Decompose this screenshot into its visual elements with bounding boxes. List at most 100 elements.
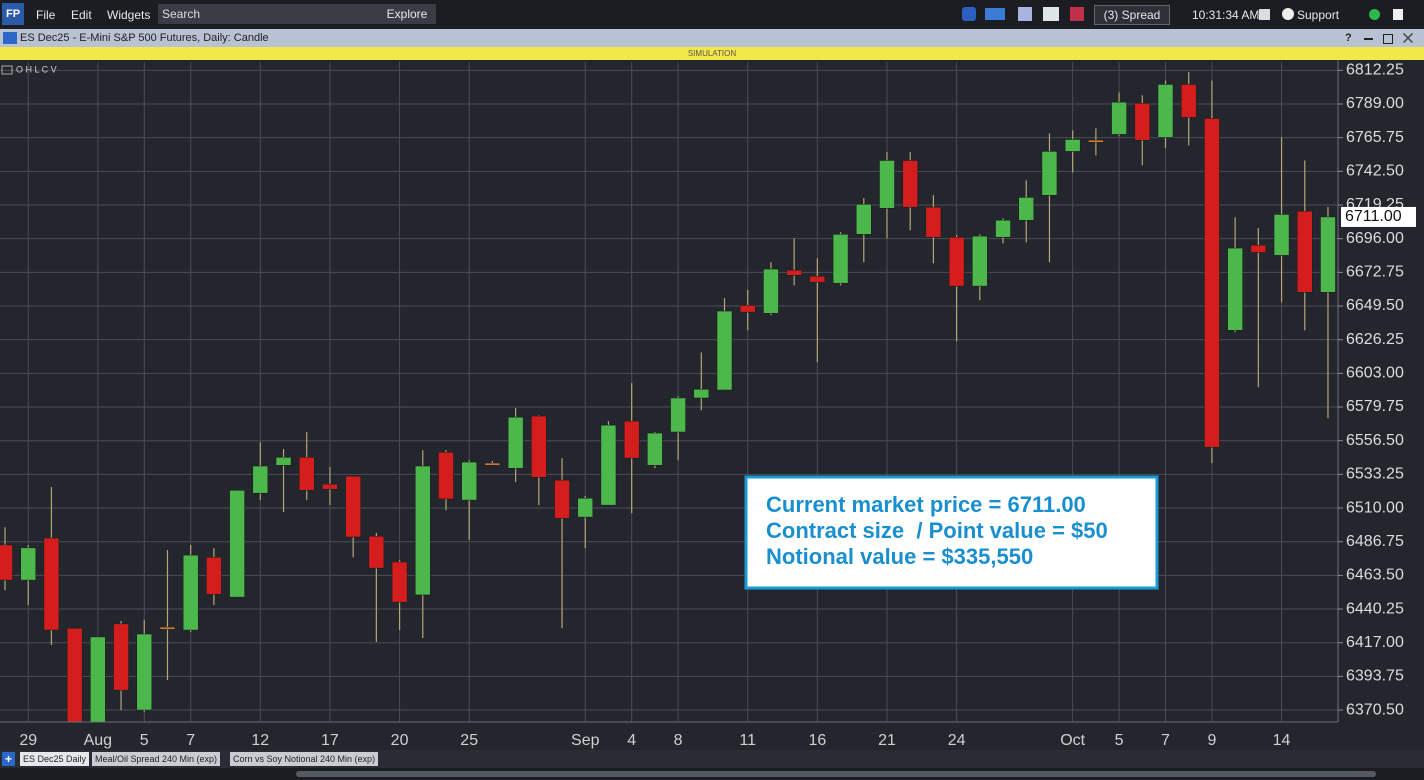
candle-body	[484, 462, 501, 466]
candle-body	[739, 305, 756, 313]
y-tick-label: 6440.25	[1346, 600, 1404, 617]
x-tick-label: 11	[739, 732, 756, 749]
annotation-box	[744, 475, 1159, 590]
candle-body	[90, 636, 106, 722]
toolbar-icon[interactable]	[1018, 7, 1032, 21]
scrollbar-thumb[interactable]	[296, 771, 1376, 777]
x-tick-label: Oct	[1060, 732, 1085, 749]
candles	[0, 72, 1336, 722]
y-tick-label: 6486.75	[1346, 533, 1404, 550]
candle-body	[786, 269, 802, 276]
spread-dropdown[interactable]: (3) Spread	[1094, 5, 1170, 25]
lock-icon[interactable]	[1393, 9, 1403, 20]
candle-body	[600, 424, 617, 506]
chart-icon	[3, 32, 17, 44]
candle-body	[322, 483, 338, 490]
explore-button[interactable]: Explore	[378, 4, 436, 24]
y-tick-label: 6463.50	[1346, 567, 1404, 584]
candle-body	[1227, 247, 1243, 331]
x-tick-label: 9	[1207, 732, 1216, 749]
candle-body	[275, 457, 292, 466]
x-tick-label: 20	[391, 732, 409, 749]
help-icon[interactable]	[1282, 8, 1294, 20]
y-tick-label: 6696.00	[1346, 230, 1404, 247]
annotation-line: Notional value = $335,550	[766, 544, 1033, 569]
candle-body	[972, 235, 988, 287]
candle-body	[1064, 139, 1081, 152]
candle-body	[763, 268, 779, 314]
candle-body	[1088, 139, 1104, 143]
candle-body	[577, 498, 594, 518]
y-tick-label: 6742.50	[1346, 163, 1404, 180]
candle-body	[647, 432, 663, 466]
app-logo[interactable]: FP	[2, 3, 24, 25]
toolbar-icon[interactable]	[962, 7, 976, 21]
candle-body	[1250, 244, 1267, 253]
x-tick-label: 21	[878, 732, 896, 749]
candle-body	[716, 310, 733, 391]
plot-background	[0, 60, 1424, 750]
x-tick-label: Aug	[84, 732, 112, 749]
candle-body	[461, 461, 477, 501]
candle-body	[0, 544, 13, 581]
menu-icon[interactable]	[1, 65, 13, 75]
candle-body	[298, 457, 315, 491]
toolbar-icon[interactable]	[985, 8, 1005, 20]
candle-body	[693, 389, 710, 399]
tab[interactable]: Corn vs Soy Notional 240 Min (exp)	[230, 752, 379, 766]
candle-body	[554, 479, 570, 519]
minimize-button[interactable]	[1364, 38, 1373, 40]
candle-body	[995, 219, 1011, 238]
y-tick-label: 6556.50	[1346, 432, 1404, 449]
toolbar-icon[interactable]	[1043, 7, 1059, 21]
toolbar-icon[interactable]	[1070, 7, 1084, 21]
y-tick-label: 6510.00	[1346, 499, 1404, 516]
annotation-line: Current market price = 6711.00	[766, 492, 1086, 517]
candle-body	[856, 204, 872, 235]
candle-body	[252, 465, 269, 494]
y-tick-label: 6370.50	[1346, 701, 1404, 718]
x-tick-label: 7	[1161, 732, 1170, 749]
x-tick-label: 5	[140, 732, 149, 749]
help-button[interactable]: ?	[1345, 32, 1352, 44]
menu-item[interactable]: Edit	[71, 8, 92, 22]
candle-body	[159, 626, 176, 630]
candle-body	[1320, 216, 1336, 293]
y-tick-label: 6393.75	[1346, 668, 1404, 685]
tab[interactable]: Meal/Oil Spread 240 Min (exp)	[92, 752, 221, 766]
candle-body	[438, 452, 454, 500]
tab[interactable]: ES Dec25 Daily	[20, 752, 90, 766]
window-title: ES Dec25 - E-Mini S&P 500 Futures, Daily…	[20, 32, 269, 44]
add-tab-button[interactable]: +	[2, 752, 16, 766]
save-icon[interactable]	[1259, 9, 1270, 20]
menu-item[interactable]: Widgets	[107, 8, 151, 22]
candle-body	[206, 557, 222, 595]
candle-body	[182, 554, 199, 631]
y-tick-label: 6417.00	[1346, 634, 1404, 651]
candle-body	[1018, 197, 1034, 221]
candle-body	[531, 415, 547, 478]
chart: 6812.256789.006765.756742.506719.256696.…	[0, 60, 1424, 750]
close-button[interactable]	[1403, 33, 1413, 43]
clock: 10:31:34 AM	[1192, 8, 1260, 22]
y-tick-label: 6603.00	[1346, 365, 1404, 382]
candle-body	[43, 537, 60, 631]
menu-item[interactable]: File	[36, 8, 56, 22]
candle-body	[902, 160, 918, 208]
search-box[interactable]: Search	[158, 4, 380, 24]
grid	[0, 62, 1338, 722]
y-tick-label: 6626.25	[1346, 331, 1404, 348]
axes: 6812.256789.006765.756742.506719.256696.…	[19, 62, 1416, 749]
x-tick-label: 14	[1273, 732, 1291, 749]
candle-body	[345, 475, 361, 538]
support-link[interactable]: Support	[1297, 8, 1340, 22]
y-tick-label: 6765.75	[1346, 129, 1404, 146]
restore-button[interactable]	[1383, 34, 1393, 44]
candle-body	[113, 623, 129, 691]
tab-bar: + ES Dec25 Daily Meal/Oil Spread 240 Min…	[0, 750, 1424, 768]
candle-body	[136, 633, 153, 711]
candle-body	[507, 416, 524, 469]
candle-body	[623, 420, 640, 459]
candle-body	[832, 234, 849, 284]
